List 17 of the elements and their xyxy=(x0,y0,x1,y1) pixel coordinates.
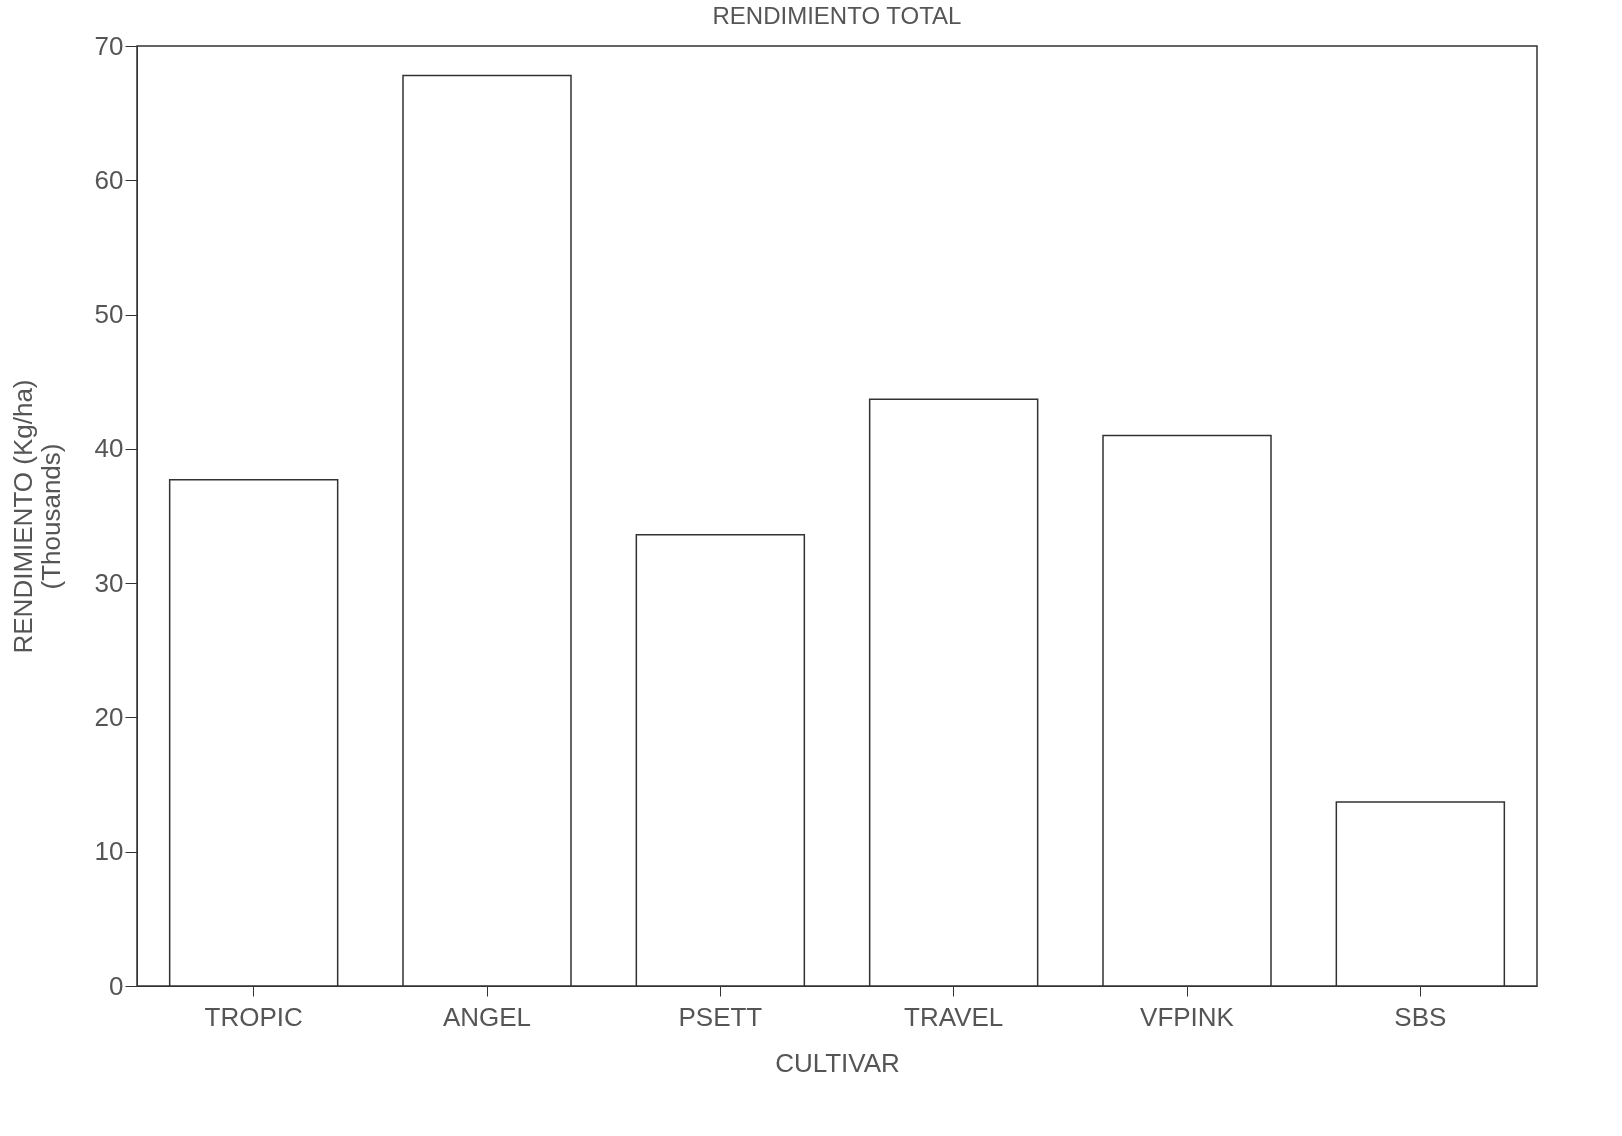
x-tick-label: TROPIC xyxy=(204,1001,303,1032)
y-tick-label: 50 xyxy=(94,299,124,330)
x-tick-label: VFPINK xyxy=(1140,1001,1235,1032)
x-tick-label: SBS xyxy=(1394,1001,1447,1032)
y-tick-label: 70 xyxy=(94,30,124,61)
x-tick-label: ANGEL xyxy=(442,1001,532,1032)
chart-title: RENDIMIENTO TOTAL xyxy=(712,2,962,29)
y-tick-label: 10 xyxy=(94,836,124,867)
x-tick-label: TRAVEL xyxy=(904,1001,1004,1032)
y-axis-title: RENDIMIENTO (Kg/ha) (Thousands) xyxy=(7,379,66,654)
y-tick-label: 40 xyxy=(94,433,124,464)
y-tick-label: 20 xyxy=(94,701,124,732)
y-tick-label: 0 xyxy=(109,970,124,1001)
x-axis-title: CULTIVAR xyxy=(775,1047,900,1078)
x-tick-label: PSETT xyxy=(678,1001,763,1032)
y-tick-label: 30 xyxy=(94,567,124,598)
y-tick-label: 60 xyxy=(94,164,124,195)
